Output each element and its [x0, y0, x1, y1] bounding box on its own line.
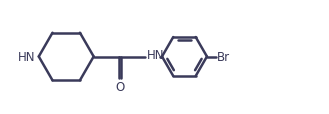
- Text: HN: HN: [147, 49, 164, 62]
- Text: O: O: [116, 80, 125, 93]
- Text: HN: HN: [17, 51, 35, 63]
- Text: Br: Br: [217, 51, 230, 63]
